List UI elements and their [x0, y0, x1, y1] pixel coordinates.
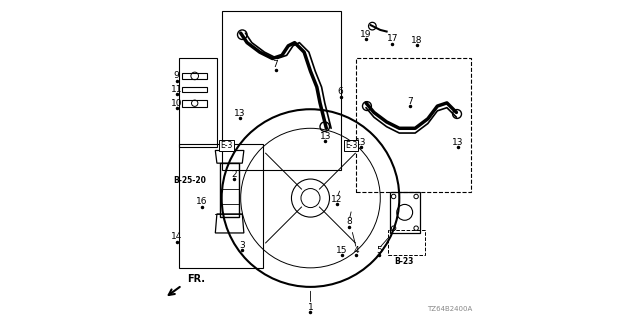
Text: TZ64B2400A: TZ64B2400A: [427, 306, 472, 312]
Text: 7: 7: [273, 60, 278, 69]
Text: B-25-20: B-25-20: [173, 176, 206, 185]
Text: 5: 5: [376, 246, 381, 255]
Text: 15: 15: [336, 246, 348, 255]
Text: 1: 1: [308, 303, 314, 312]
Text: 14: 14: [171, 232, 182, 241]
Text: E-3: E-3: [220, 141, 232, 150]
Text: FR.: FR.: [187, 274, 205, 284]
Text: 17: 17: [387, 34, 398, 43]
Text: 13: 13: [319, 132, 331, 141]
Text: 19: 19: [360, 30, 372, 39]
Text: 18: 18: [411, 36, 422, 44]
Text: 12: 12: [331, 195, 342, 204]
Text: 2: 2: [232, 170, 237, 179]
Text: 3: 3: [239, 241, 245, 250]
Text: 8: 8: [346, 217, 352, 226]
Text: B-23: B-23: [394, 257, 414, 266]
Text: 13: 13: [452, 138, 464, 147]
Text: 6: 6: [338, 87, 344, 96]
Text: E-3: E-3: [345, 141, 357, 150]
Text: 9: 9: [173, 71, 179, 80]
Text: 7: 7: [408, 97, 413, 106]
Text: 16: 16: [196, 197, 208, 206]
Text: 10: 10: [171, 99, 182, 108]
Text: 13: 13: [234, 108, 246, 117]
Text: 11: 11: [171, 85, 182, 94]
Text: 4: 4: [354, 246, 359, 255]
Text: 13: 13: [355, 138, 366, 147]
